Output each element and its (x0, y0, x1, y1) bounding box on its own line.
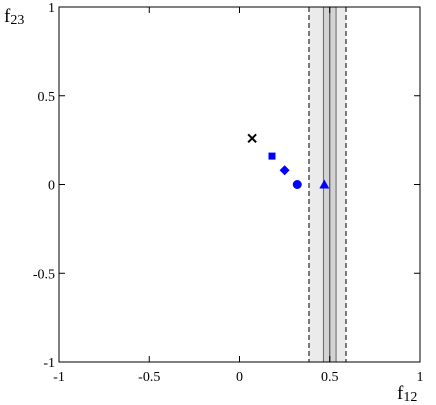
constraint-band (308, 7, 347, 362)
x-tick-label: -0.5 (138, 370, 160, 385)
circle-marker (292, 180, 302, 189)
data-points (247, 133, 330, 189)
diamond-marker (279, 165, 290, 176)
plot-frame (58, 6, 421, 363)
y-axis-label: f23 (4, 6, 24, 28)
square-marker (268, 152, 276, 160)
y-tick-label: 0 (48, 179, 55, 194)
x-axis-ticks: -1 -0.5 0 0.5 1 (53, 7, 424, 385)
x-tick-label: 0.5 (321, 370, 339, 385)
x-tick-label: 1 (417, 370, 424, 385)
y-tick-label: 0.5 (38, 90, 56, 105)
y-tick-label: -0.5 (33, 267, 55, 282)
cross-marker (247, 133, 257, 144)
triangle-marker (319, 179, 330, 189)
y-axis-ticks: -1 -0.5 0 0.5 1 (33, 1, 420, 371)
y-tick-label: 1 (48, 1, 55, 16)
x-tick-label: 0 (236, 370, 243, 385)
y-tick-label: -1 (43, 356, 55, 371)
cross-stroke (247, 133, 257, 144)
x-tick-label: -1 (53, 370, 65, 385)
x-axis-label: f12 (397, 383, 417, 405)
